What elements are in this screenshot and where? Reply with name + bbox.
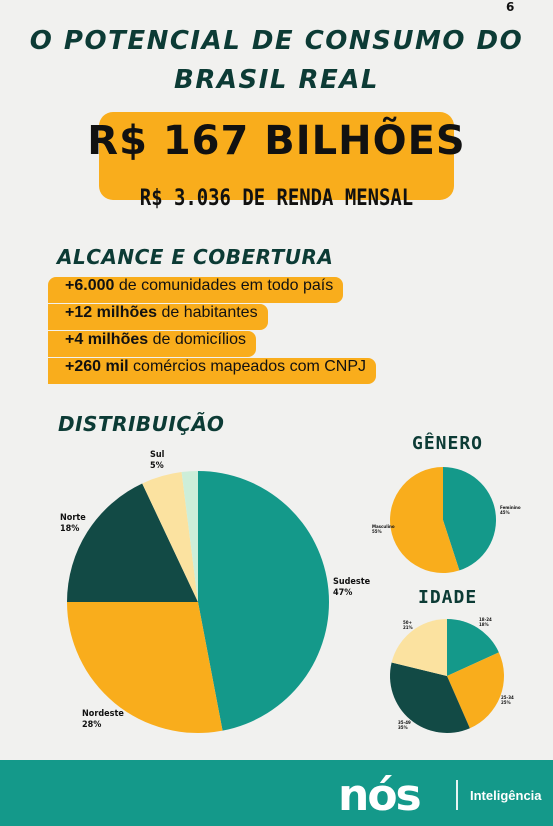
pie-slice-35-49 [390,662,470,733]
reach-list: +6.000 de comunidades em todo país +12 m… [48,277,377,385]
pie-slice-masculino [390,467,460,573]
pie-slice-outros [181,470,198,602]
reach-item: +260 mil comércios mapeados com CNPJ [48,358,377,384]
pie-slice-nordeste [67,602,223,734]
reach-item-bold: +260 mil [65,358,129,375]
reach-item-bold: +6.000 [65,277,115,294]
slice-label: Norte 18% [60,513,86,534]
reach-item-text: de comunidades em todo país [114,277,334,294]
slice-label: 35-49 35% [398,720,411,730]
page-title: O POTENCIAL DE CONSUMO DO BRASIL REAL [0,22,553,100]
brand-logo: nós [338,770,422,821]
reach-item-bold: +12 milhões [65,304,158,321]
slice-label: 25-34 25% [501,695,514,705]
pie-slice-feminino [443,467,497,571]
reach-item-text: de habitantes [157,304,258,321]
footer-divider [456,780,458,810]
reach-item-text: comércios mapeados com CNPJ [128,358,367,375]
reach-item: +12 milhões de habitantes [48,304,268,330]
slice-label: 18-24 18% [479,617,492,627]
pie-slice-norte [67,483,198,602]
page-number: 6 [506,0,515,14]
reach-item-text: de domicílios [148,331,246,348]
slice-label: Nordeste 28% [82,709,124,730]
brand-subtitle: Inteligência [470,788,542,803]
reach-item-bold: +4 milhões [65,331,149,348]
reach-item: +6.000 de comunidades em todo país [48,277,344,303]
slice-label: Sul 5% [150,450,165,471]
hero-value: R$ 167 BILHÕES [87,118,466,164]
reach-item: +4 milhões de domicílios [48,331,256,357]
footer-bar [0,760,553,826]
pie-slice-18-24 [447,619,499,676]
hero-subtitle: R$ 3.036 DE RENDA MENSAL [139,186,414,211]
pie-slice-sudeste [198,471,330,731]
pie-charts: Sudeste 47% Nordeste 28% Norte 18% Sul 5% Femini… [60,450,521,734]
hero-highlight-box [99,112,454,200]
title-line-1: O POTENCIAL DE CONSUMO DO [29,26,524,56]
slice-label: Masculino 55% [372,524,395,534]
title-line-2: BRASIL REAL [174,65,379,95]
slice-label: Feminino 45% [500,505,521,515]
distribution-title: DISTRIBUIÇÃO [58,412,225,436]
pie-slice-25-34 [447,652,505,729]
pie-slice-sul [142,472,198,602]
slice-label: Sudeste 47% [333,577,371,598]
pie-slice-50+ [391,619,447,676]
slice-label: 50+ 21% [403,620,413,630]
age-title: IDADE [418,587,478,608]
reach-title: ALCANCE E COBERTURA [57,245,334,269]
gender-title: GÊNERO [412,433,484,454]
